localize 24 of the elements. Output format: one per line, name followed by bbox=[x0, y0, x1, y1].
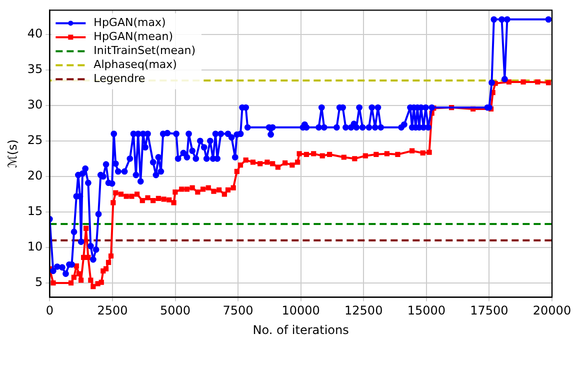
legend-label: Alphaseq(max) bbox=[94, 58, 177, 72]
y-tick-label: 15 bbox=[27, 204, 43, 218]
y-tick-label: 5 bbox=[35, 275, 43, 290]
x-tick-label: 20000 bbox=[532, 304, 572, 318]
legend-label: HpGAN(max) bbox=[94, 16, 166, 30]
y-tick-label: 40 bbox=[27, 26, 43, 40]
y-tick-label: 25 bbox=[27, 133, 43, 148]
y-axis-title: ℳ(s) bbox=[5, 139, 20, 168]
y-tick-label: 10 bbox=[27, 240, 43, 254]
x-tick-label: 10000 bbox=[282, 304, 320, 318]
x-tick-label: 0 bbox=[46, 304, 54, 318]
x-axis-title: No. of iterations bbox=[252, 322, 349, 337]
y-tick-label: 35 bbox=[27, 62, 43, 76]
x-tick-label: 5000 bbox=[160, 304, 191, 318]
x-tick-label: 15000 bbox=[407, 304, 446, 318]
x-tick-label: 2500 bbox=[97, 304, 128, 318]
x-tick-label: 7500 bbox=[222, 304, 254, 318]
y-tick-label: 20 bbox=[27, 168, 43, 183]
y-tick-label: 30 bbox=[27, 98, 43, 112]
legend-label: Legendre bbox=[94, 72, 146, 86]
x-tick-label: 12500 bbox=[344, 304, 383, 318]
legend-label: HpGAN(mean) bbox=[94, 30, 173, 44]
legend-label: InitTrainSet(mean) bbox=[94, 44, 196, 58]
x-tick-label: 17500 bbox=[470, 304, 508, 318]
